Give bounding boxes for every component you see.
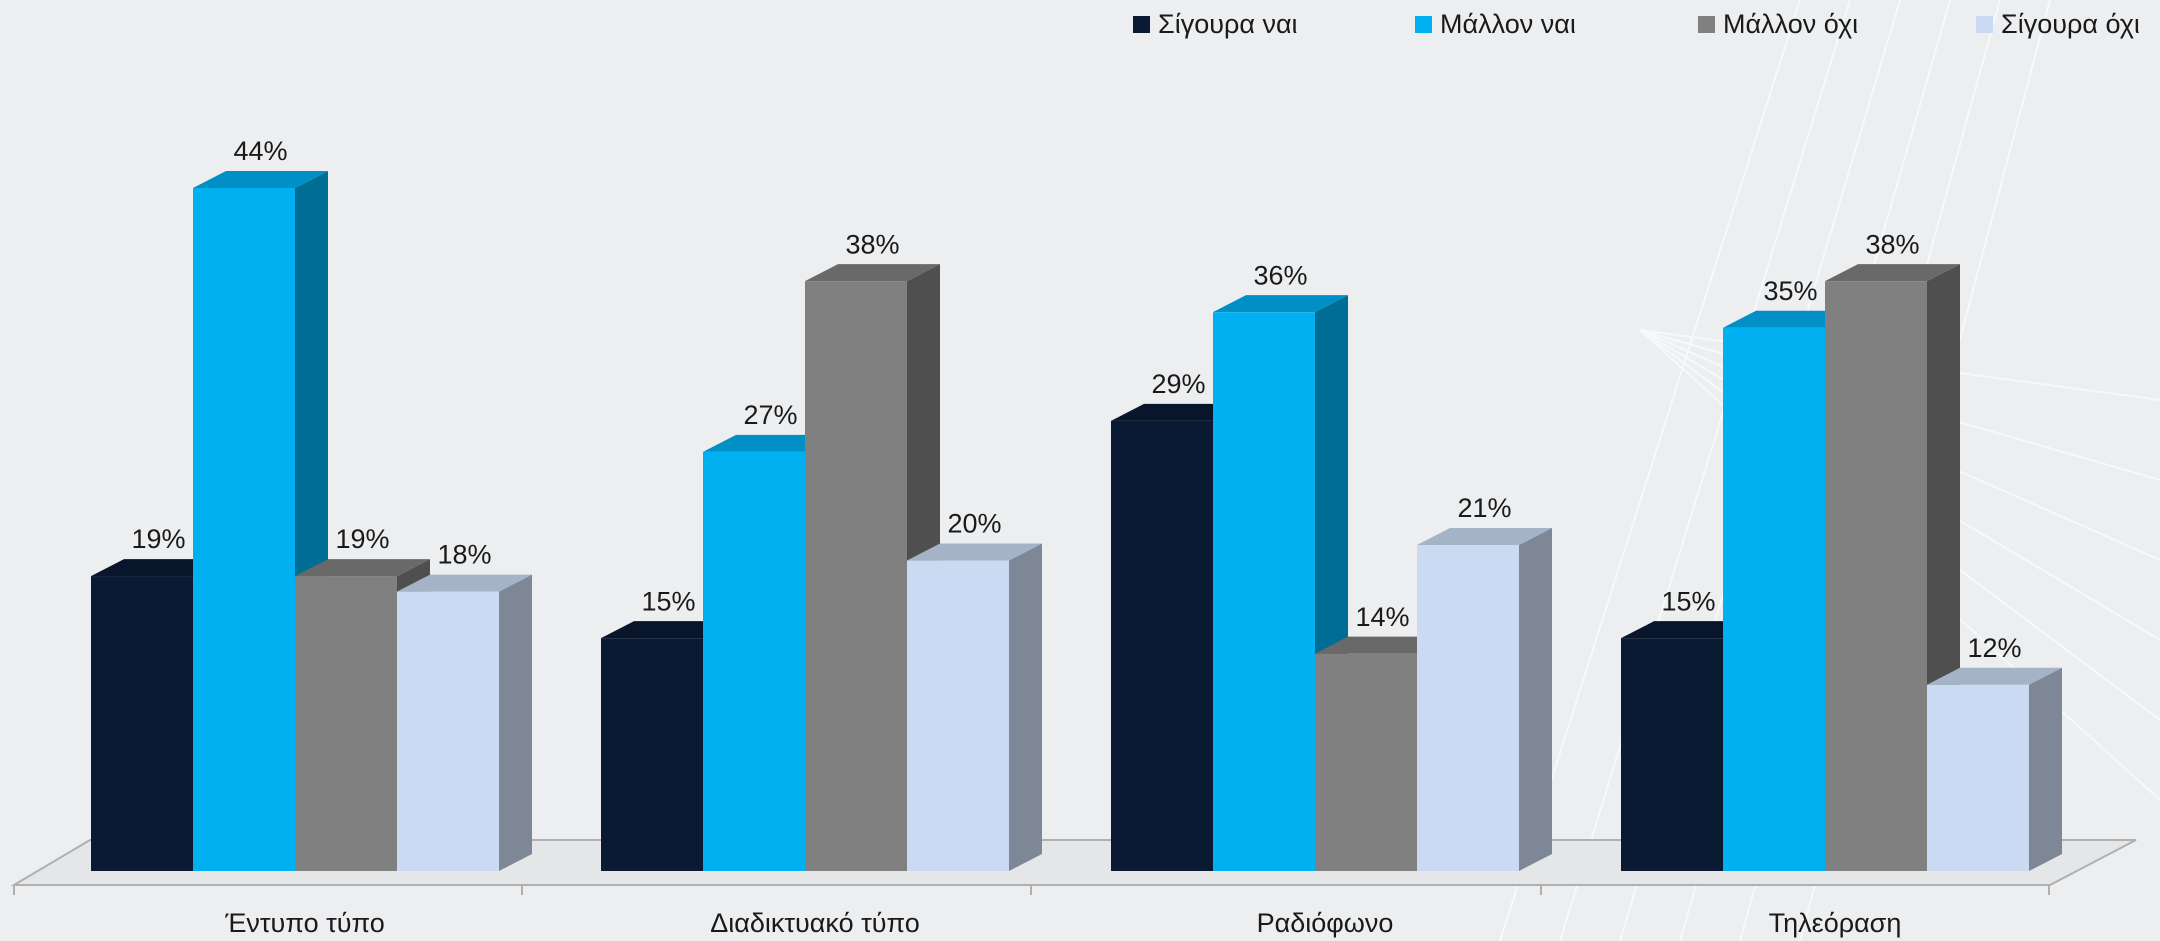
bar — [91, 576, 193, 871]
bar-side — [1519, 528, 1552, 871]
bar-top — [907, 543, 1042, 561]
bar-top — [397, 574, 532, 592]
data-label: 27% — [743, 400, 797, 430]
data-label: 19% — [131, 524, 185, 554]
bar — [703, 451, 805, 871]
data-label: 38% — [1865, 229, 1919, 259]
data-label: 29% — [1151, 369, 1205, 399]
data-label: 15% — [641, 586, 695, 616]
bar — [1213, 312, 1315, 871]
bar-top — [1111, 403, 1246, 421]
data-label: 38% — [845, 229, 899, 259]
bar-top — [1621, 621, 1756, 639]
bar-top — [193, 171, 328, 188]
bar-top — [1315, 636, 1450, 654]
legend-swatch — [1133, 16, 1150, 33]
bar-top — [1825, 264, 1960, 282]
data-label: 15% — [1661, 586, 1715, 616]
bar-top — [1927, 667, 2062, 685]
bar — [805, 281, 907, 871]
floor-plane — [10, 839, 2137, 886]
x-tick-label: Διαδικτυακό τύπο — [710, 908, 920, 938]
bar-top — [1723, 310, 1858, 328]
data-label: 44% — [233, 136, 287, 166]
bar — [295, 576, 397, 871]
bar — [397, 591, 499, 871]
bar — [1417, 545, 1519, 871]
bar — [907, 560, 1009, 871]
bar — [1927, 684, 2029, 871]
bar — [1621, 638, 1723, 871]
legend-label: Μάλλον όχι — [1723, 9, 1858, 39]
bar-side — [2029, 667, 2062, 871]
bar — [1825, 281, 1927, 871]
legend-label: Μάλλον ναι — [1440, 9, 1576, 39]
bar — [1315, 653, 1417, 871]
bar-top — [1417, 528, 1552, 546]
data-label: 12% — [1967, 633, 2021, 663]
data-label: 21% — [1457, 493, 1511, 523]
data-label: 14% — [1355, 602, 1409, 632]
bar — [1111, 420, 1213, 871]
bar-top — [1213, 295, 1348, 313]
bar — [1723, 327, 1825, 871]
x-tick-label: Ραδιόφωνο — [1257, 908, 1394, 938]
legend-swatch — [1415, 16, 1432, 33]
x-tick-label: Έντυπο τύπο — [224, 908, 385, 938]
bar-top — [91, 559, 226, 577]
legend-label: Σίγουρα όχι — [2001, 9, 2140, 39]
legend-swatch — [1698, 16, 1715, 33]
bar-side — [499, 574, 532, 871]
x-tick-label: Τηλεόραση — [1769, 908, 1902, 938]
bar-top — [703, 434, 838, 452]
data-label: 18% — [437, 540, 491, 570]
data-label: 19% — [335, 524, 389, 554]
bar-top — [805, 264, 940, 282]
bar-side — [1009, 543, 1042, 871]
bar — [193, 188, 295, 871]
legend-swatch — [1976, 16, 1993, 33]
floor — [10, 839, 2137, 886]
bar-top — [295, 559, 430, 577]
data-label: 20% — [947, 509, 1001, 539]
legend-label: Σίγουρα ναι — [1158, 9, 1298, 39]
data-label: 35% — [1763, 276, 1817, 306]
data-label: 36% — [1253, 260, 1307, 290]
bar — [601, 638, 703, 871]
bar-top — [601, 621, 736, 639]
